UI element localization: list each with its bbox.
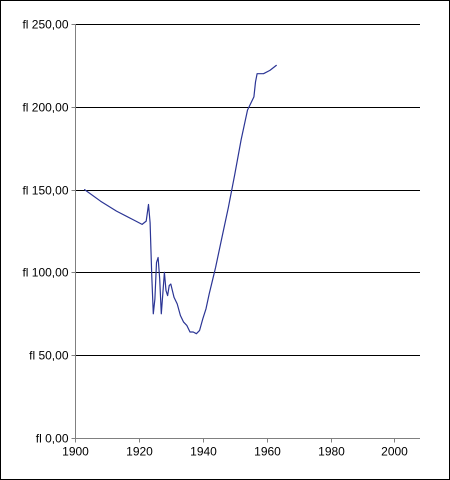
x-tick-labels: 1900 1920 1940 1960 1980 2000 [62, 445, 408, 459]
x-tick-label-0: 1900 [62, 445, 89, 459]
y-tick-label-4: fl 200,00 [22, 101, 68, 115]
y-tick-label-5: fl 250,00 [22, 18, 68, 32]
x-tick-label-5: 2000 [381, 445, 408, 459]
y-tick-labels: fl 0,00 fl 50,00 fl 100,00 fl 150,00 fl 200,… [22, 18, 68, 446]
x-tick-label-1: 1920 [126, 445, 153, 459]
axes [71, 24, 420, 443]
gridlines [75, 24, 420, 356]
x-tick-label-3: 1960 [254, 445, 281, 459]
x-tick-label-2: 1940 [190, 445, 217, 459]
y-tick-label-3: fl 150,00 [22, 184, 68, 198]
y-tick-label-2: fl 100,00 [22, 266, 68, 280]
x-tick-label-4: 1980 [318, 445, 345, 459]
series-line-0 [83, 64, 277, 335]
y-tick-label-1: fl 50,00 [29, 349, 69, 363]
series [83, 64, 277, 335]
y-tick-label-0: fl 0,00 [36, 432, 69, 446]
